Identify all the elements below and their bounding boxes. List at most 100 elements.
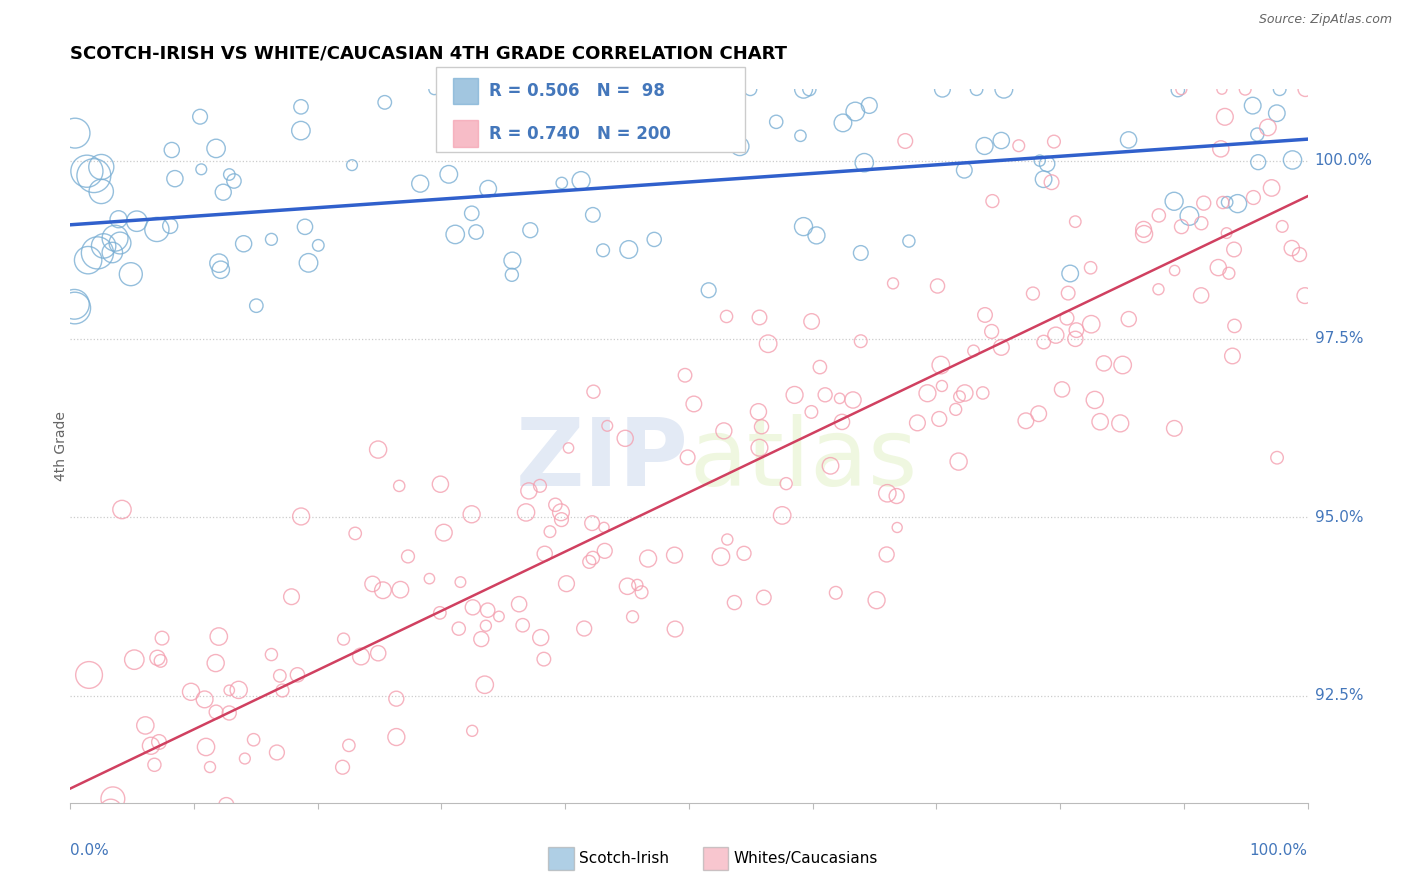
Point xyxy=(340,158,363,172)
Point xyxy=(194,692,217,706)
Point xyxy=(461,723,484,738)
Point xyxy=(388,479,411,493)
Point xyxy=(550,505,572,519)
Point xyxy=(682,397,704,411)
Point xyxy=(966,82,988,96)
Point xyxy=(1167,83,1189,97)
Point xyxy=(981,194,1004,208)
Point xyxy=(1288,247,1310,261)
Point xyxy=(1192,196,1215,211)
Point xyxy=(76,164,98,178)
Point xyxy=(973,139,995,153)
Point xyxy=(793,82,815,96)
Point xyxy=(108,235,131,250)
Point xyxy=(433,525,456,540)
Text: Source: ZipAtlas.com: Source: ZipAtlas.com xyxy=(1258,13,1392,27)
Point xyxy=(1223,243,1246,257)
Point xyxy=(1218,266,1240,280)
Point xyxy=(146,222,169,236)
Point xyxy=(461,206,484,220)
Point xyxy=(1234,82,1257,96)
Point xyxy=(367,646,389,660)
Point xyxy=(63,297,86,311)
Point xyxy=(1015,414,1038,428)
Point xyxy=(461,600,484,615)
Point xyxy=(929,358,952,372)
Point xyxy=(1056,311,1078,326)
Point xyxy=(1032,334,1054,349)
Point xyxy=(460,106,482,120)
Point xyxy=(271,683,294,698)
Point xyxy=(886,520,908,534)
Point xyxy=(1118,133,1140,147)
Point xyxy=(198,760,221,774)
Point xyxy=(475,85,498,99)
Point xyxy=(1040,175,1063,189)
Point xyxy=(77,253,100,268)
Point xyxy=(831,415,853,429)
Point xyxy=(134,718,156,732)
Point xyxy=(233,751,256,765)
Point xyxy=(1036,157,1059,171)
Point xyxy=(477,182,499,196)
Point xyxy=(832,116,855,130)
Point xyxy=(350,649,373,664)
Point xyxy=(697,283,720,297)
Point xyxy=(1147,282,1170,296)
Point xyxy=(1118,312,1140,326)
Point xyxy=(105,831,128,846)
Point xyxy=(716,310,738,324)
Point xyxy=(290,100,312,114)
Point xyxy=(990,134,1012,148)
Point xyxy=(260,232,283,246)
Text: 92.5%: 92.5% xyxy=(1315,689,1362,703)
Point xyxy=(332,632,354,646)
Point xyxy=(332,760,354,774)
Point xyxy=(1294,82,1316,96)
Point xyxy=(1265,450,1288,465)
Point xyxy=(1216,195,1239,210)
Point xyxy=(344,526,367,541)
Point xyxy=(1257,120,1279,135)
Point xyxy=(865,593,887,607)
Point xyxy=(218,683,240,698)
Point xyxy=(100,803,122,817)
Point xyxy=(150,631,173,645)
Point xyxy=(931,82,953,96)
Text: R = 0.740   N = 200: R = 0.740 N = 200 xyxy=(489,125,671,143)
Point xyxy=(544,498,567,512)
Point xyxy=(101,808,124,822)
Point xyxy=(1223,318,1246,333)
Point xyxy=(538,524,561,539)
Point xyxy=(232,236,254,251)
Point xyxy=(294,219,316,234)
Point xyxy=(617,243,640,257)
Point xyxy=(945,402,967,417)
Point xyxy=(1271,219,1294,234)
Point xyxy=(512,618,534,632)
Point xyxy=(592,244,614,258)
Point xyxy=(218,168,240,182)
Point xyxy=(551,176,574,190)
Point xyxy=(917,386,939,401)
Point xyxy=(953,163,976,178)
Point xyxy=(593,520,616,534)
Point xyxy=(1294,288,1316,302)
Point xyxy=(1066,323,1088,337)
Point xyxy=(464,82,486,96)
Point xyxy=(204,656,226,670)
Text: R = 0.506   N =  98: R = 0.506 N = 98 xyxy=(489,82,665,100)
Point xyxy=(501,268,523,282)
Point xyxy=(962,343,984,358)
Point xyxy=(242,732,264,747)
Point xyxy=(614,431,637,445)
Point xyxy=(643,232,665,246)
Point xyxy=(1092,356,1115,370)
Point xyxy=(814,388,837,402)
Point xyxy=(190,162,212,177)
Point xyxy=(1241,190,1264,204)
Point xyxy=(447,622,470,636)
Point xyxy=(143,757,166,772)
Point xyxy=(770,508,793,523)
Point xyxy=(664,548,686,562)
